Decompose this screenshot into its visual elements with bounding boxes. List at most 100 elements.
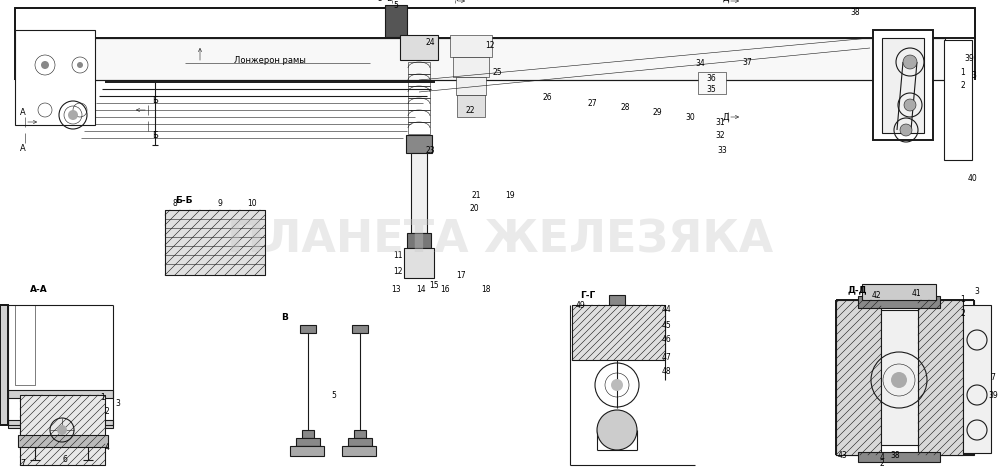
Text: 2: 2: [105, 408, 109, 416]
Bar: [408, 62, 430, 74]
Text: 30: 30: [685, 113, 695, 121]
Bar: [408, 74, 430, 86]
Bar: [858, 452, 940, 462]
Bar: [165, 210, 265, 275]
Text: 25: 25: [492, 68, 502, 76]
Bar: [862, 284, 936, 300]
Bar: [873, 30, 933, 140]
Bar: [836, 300, 881, 455]
Text: 42: 42: [871, 290, 881, 300]
Bar: [457, 95, 485, 117]
Text: 12: 12: [393, 267, 403, 277]
Circle shape: [77, 62, 83, 68]
Text: В: В: [282, 313, 288, 323]
Bar: [408, 110, 430, 122]
Text: 3: 3: [972, 70, 976, 80]
Bar: [963, 305, 991, 453]
Text: Г-Г: Г-Г: [580, 290, 595, 300]
Text: 38: 38: [850, 8, 860, 16]
Text: 5: 5: [332, 392, 336, 401]
Bar: [411, 153, 427, 233]
Bar: [20, 395, 105, 465]
Bar: [0, 305, 8, 425]
Text: 27: 27: [587, 98, 597, 107]
Circle shape: [904, 99, 916, 111]
Text: 36: 36: [706, 74, 716, 83]
Text: ПЛАНЕТА ЖЕЛЕЗЯКА: ПЛАНЕТА ЖЕЛЕЗЯКА: [227, 219, 773, 262]
Text: Б-Б: Б-Б: [175, 196, 192, 204]
Text: 10: 10: [247, 198, 257, 207]
Bar: [698, 72, 726, 94]
Text: 3: 3: [116, 399, 120, 408]
Circle shape: [611, 379, 623, 391]
Text: 40: 40: [967, 174, 977, 182]
Text: 15: 15: [429, 281, 439, 290]
Text: 21: 21: [471, 190, 481, 199]
Bar: [407, 233, 431, 248]
Text: 45: 45: [661, 320, 671, 330]
Bar: [15, 38, 945, 80]
Bar: [918, 300, 963, 455]
Bar: [348, 438, 372, 446]
Text: 22: 22: [465, 106, 475, 114]
Text: 29: 29: [652, 107, 662, 116]
Bar: [406, 135, 432, 153]
Text: 48: 48: [661, 368, 671, 377]
Bar: [296, 438, 320, 446]
Bar: [302, 430, 314, 438]
Text: 5: 5: [394, 0, 398, 9]
Text: 26: 26: [542, 92, 552, 101]
Bar: [15, 305, 35, 385]
Text: 44: 44: [661, 305, 671, 315]
Bar: [385, 5, 407, 37]
Text: 9: 9: [218, 198, 222, 207]
Text: 13: 13: [391, 286, 401, 295]
Text: А-А: А-А: [30, 286, 48, 295]
Text: Б: Б: [152, 130, 158, 139]
Bar: [572, 305, 665, 360]
Text: 37: 37: [742, 58, 752, 67]
Text: 34: 34: [695, 59, 705, 68]
Bar: [18, 435, 108, 447]
Bar: [290, 446, 324, 456]
Text: 43: 43: [837, 452, 847, 461]
Bar: [408, 98, 430, 110]
Text: 7: 7: [21, 459, 25, 468]
Text: 12: 12: [485, 40, 495, 50]
Bar: [165, 210, 265, 275]
Text: 1: 1: [101, 393, 105, 401]
Text: 18: 18: [481, 286, 491, 295]
Bar: [20, 395, 105, 465]
Bar: [858, 296, 940, 308]
Bar: [882, 38, 924, 133]
Circle shape: [903, 55, 917, 69]
Text: 32: 32: [715, 130, 725, 139]
Text: 5: 5: [378, 0, 382, 2]
Circle shape: [597, 410, 637, 450]
Text: 20: 20: [469, 204, 479, 212]
Bar: [15, 8, 975, 38]
Text: Д-Д: Д-Д: [848, 286, 868, 295]
Text: 47: 47: [661, 354, 671, 363]
Bar: [300, 325, 316, 333]
Text: 8: 8: [173, 198, 177, 207]
Text: 4: 4: [105, 442, 109, 452]
Text: 33: 33: [717, 145, 727, 154]
Bar: [881, 310, 918, 445]
Text: Д: Д: [723, 0, 729, 2]
Text: 3: 3: [975, 287, 979, 296]
Text: Б: Б: [152, 96, 158, 105]
Bar: [836, 300, 974, 455]
Text: 2: 2: [880, 460, 884, 469]
Bar: [408, 86, 430, 98]
Text: 17: 17: [456, 271, 466, 280]
Circle shape: [57, 425, 67, 435]
Text: 6: 6: [63, 455, 67, 464]
Text: Лонжерон рамы: Лонжерон рамы: [234, 55, 306, 65]
Bar: [572, 305, 665, 360]
Bar: [836, 300, 881, 455]
Bar: [352, 325, 368, 333]
Text: Г: Г: [455, 0, 461, 2]
Bar: [15, 30, 95, 125]
Text: 39: 39: [964, 53, 974, 62]
